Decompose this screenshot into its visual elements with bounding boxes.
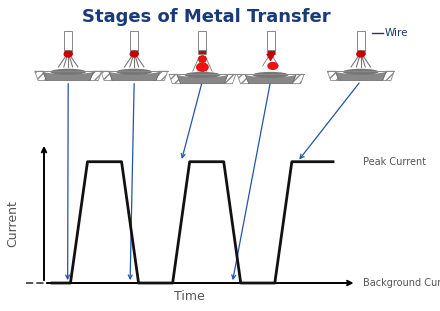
Polygon shape bbox=[35, 71, 47, 81]
Bar bbox=[130, 31, 138, 50]
Ellipse shape bbox=[245, 72, 296, 77]
Polygon shape bbox=[382, 71, 394, 81]
Ellipse shape bbox=[116, 69, 152, 75]
Text: Current: Current bbox=[6, 201, 19, 247]
Circle shape bbox=[197, 63, 208, 71]
Polygon shape bbox=[237, 74, 249, 84]
Ellipse shape bbox=[198, 56, 206, 63]
Ellipse shape bbox=[177, 72, 228, 77]
Text: Background Current: Background Current bbox=[363, 278, 440, 288]
Ellipse shape bbox=[50, 69, 86, 75]
Circle shape bbox=[268, 63, 278, 69]
Bar bbox=[64, 50, 72, 54]
Polygon shape bbox=[156, 71, 168, 81]
Polygon shape bbox=[43, 71, 94, 81]
Text: Peak Current: Peak Current bbox=[363, 157, 426, 167]
Polygon shape bbox=[109, 71, 160, 81]
Text: Stages of Metal Transfer: Stages of Metal Transfer bbox=[82, 8, 331, 26]
Bar bbox=[198, 50, 206, 54]
Ellipse shape bbox=[335, 68, 386, 74]
Polygon shape bbox=[335, 71, 386, 81]
Polygon shape bbox=[267, 54, 275, 61]
Ellipse shape bbox=[253, 72, 289, 78]
Ellipse shape bbox=[343, 69, 379, 75]
Bar bbox=[64, 31, 72, 50]
Polygon shape bbox=[327, 71, 339, 81]
Text: Time: Time bbox=[174, 290, 205, 303]
Polygon shape bbox=[169, 74, 181, 84]
Ellipse shape bbox=[109, 68, 160, 74]
Ellipse shape bbox=[184, 72, 220, 78]
Polygon shape bbox=[292, 74, 304, 84]
Bar bbox=[267, 31, 275, 50]
Bar bbox=[357, 50, 365, 54]
Circle shape bbox=[64, 51, 72, 57]
Circle shape bbox=[130, 51, 138, 57]
Circle shape bbox=[357, 51, 365, 57]
Polygon shape bbox=[101, 71, 113, 81]
Bar bbox=[357, 31, 365, 50]
Polygon shape bbox=[245, 74, 296, 84]
Bar bbox=[130, 50, 138, 54]
Bar bbox=[198, 31, 206, 50]
Polygon shape bbox=[177, 74, 228, 84]
Polygon shape bbox=[224, 74, 236, 84]
Bar bbox=[267, 50, 275, 54]
Polygon shape bbox=[90, 71, 102, 81]
Text: Wire: Wire bbox=[385, 28, 408, 38]
Ellipse shape bbox=[43, 68, 94, 74]
